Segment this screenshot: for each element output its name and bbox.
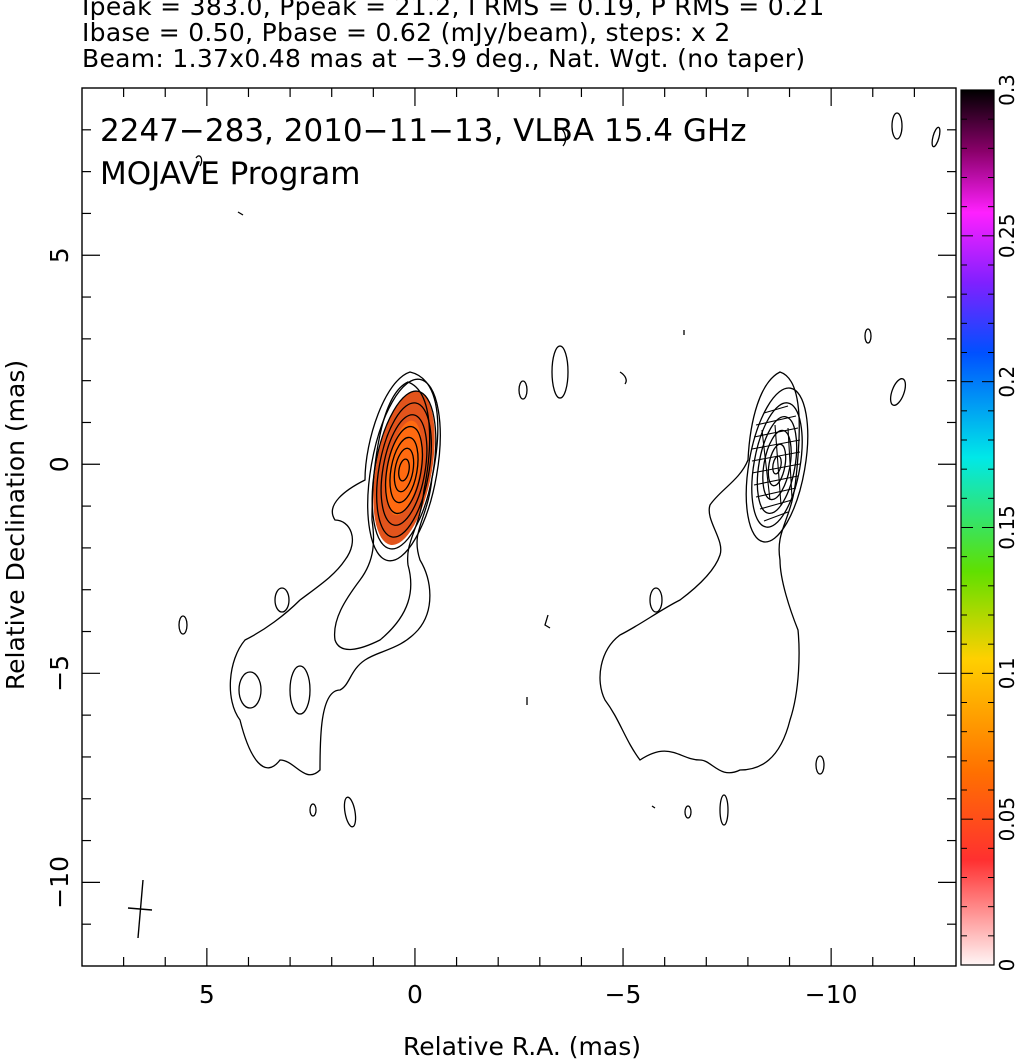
y-tick-label: 0 xyxy=(45,456,74,472)
pol-contour-4 xyxy=(756,415,798,515)
colorbar-ticks: 0 0.05 0.1 0.15 0.2 0.25 0.3 xyxy=(961,74,1019,971)
x-axis-label: Relative R.A. (mas) xyxy=(403,1032,641,1061)
contour-island-g xyxy=(551,345,569,399)
contour-island-h xyxy=(518,380,528,400)
contour-3 xyxy=(367,378,441,562)
pol-island-c xyxy=(684,805,692,819)
contour-10 xyxy=(398,458,410,482)
contour-8 xyxy=(389,436,419,504)
contour-6 xyxy=(380,414,428,526)
y-tick-label: −5 xyxy=(45,655,74,692)
pol-island-i xyxy=(559,127,567,147)
contour-island-d xyxy=(178,615,188,635)
pol-contour-outer xyxy=(599,371,800,774)
header-line-peaks: Ipeak = 383.0, Ppeak = 21.2, I RMS = 0.1… xyxy=(82,0,825,21)
core-color-inner xyxy=(386,420,422,516)
colorbar-tick-label: 0.1 xyxy=(995,657,1019,689)
contour-island-b xyxy=(289,665,311,715)
header-line-base: Ibase = 0.50, Pbase = 0.62 (mJy/beam), s… xyxy=(82,18,731,47)
contour-9 xyxy=(393,447,415,493)
plot-frame xyxy=(81,87,957,967)
pol-island-a xyxy=(649,587,663,613)
contour-island-a xyxy=(238,671,262,709)
pol-contour-2 xyxy=(745,387,809,543)
pol-island-e xyxy=(864,328,872,344)
x-tick-label: −10 xyxy=(805,980,858,1009)
header-line-beam: Beam: 1.37x0.48 mas at −3.9 deg., Nat. W… xyxy=(82,44,806,73)
y-axis-label: Relative Declination (mas) xyxy=(1,360,30,690)
contour-island-f xyxy=(309,803,317,817)
contour-island-k xyxy=(237,211,244,216)
pol-island-b xyxy=(719,794,729,826)
contour-island-j xyxy=(195,155,203,167)
pol-island-k xyxy=(651,805,656,809)
contour-7 xyxy=(384,425,424,515)
contour-2 xyxy=(333,381,431,651)
contour-5 xyxy=(376,402,432,538)
colorbar-tick-label: 0 xyxy=(995,959,1019,972)
plot-title-line1: 2247−283, 2010−11−13, VLBA 15.4 GHz xyxy=(100,113,746,149)
pol-island-h xyxy=(931,126,941,148)
colorbar-tick-label: 0.05 xyxy=(995,797,1019,842)
polarization-vectors xyxy=(751,405,801,522)
beam-indicator xyxy=(127,879,153,939)
contour-map xyxy=(127,112,941,939)
total-intensity-contours xyxy=(178,155,627,828)
contour-island-e xyxy=(343,796,357,828)
pol-island-g xyxy=(891,112,903,140)
contour-outer xyxy=(229,371,439,776)
colorbar-tick-label: 0.15 xyxy=(995,505,1019,550)
contour-island-c xyxy=(274,587,290,613)
axis-ticks: 5 0 −5 −10 5 0 −5 −10 xyxy=(45,88,956,1009)
y-tick-label: −10 xyxy=(45,856,74,909)
polarization-contours xyxy=(559,112,941,826)
contour-island-l xyxy=(544,614,551,629)
pol-island-d xyxy=(815,755,825,775)
contour-4 xyxy=(371,390,437,550)
y-tick-label: 5 xyxy=(45,247,74,263)
contour-island-i xyxy=(619,371,627,385)
x-tick-label: 0 xyxy=(407,980,423,1009)
colorbar-tick-label: 0.2 xyxy=(995,366,1019,398)
plot-title-line2: MOJAVE Program xyxy=(100,156,360,192)
image-header: Ipeak = 383.0, Ppeak = 21.2, I RMS = 0.1… xyxy=(82,0,825,72)
colorbar-tick-label: 0.3 xyxy=(995,74,1019,106)
x-tick-label: 5 xyxy=(199,980,215,1009)
x-tick-label: −5 xyxy=(605,980,642,1009)
pol-island-f xyxy=(889,378,907,406)
colorbar-tick-label: 0.25 xyxy=(995,214,1019,259)
